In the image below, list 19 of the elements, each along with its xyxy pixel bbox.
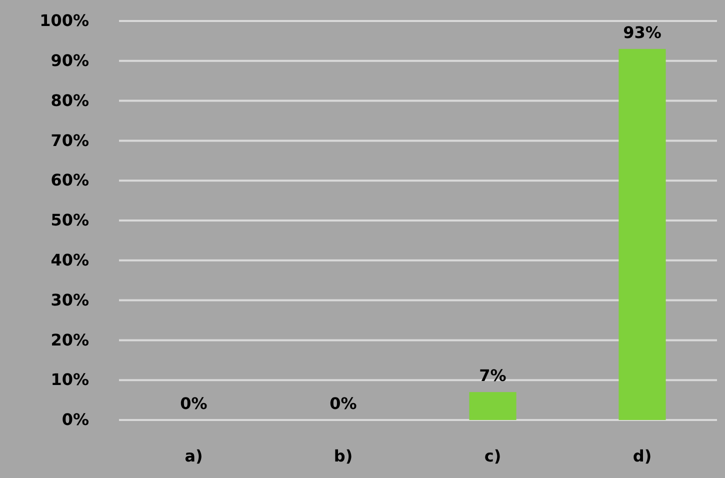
y-tick-label: 80%	[50, 90, 89, 110]
data-label: 93%	[623, 22, 662, 42]
y-tick-label: 50%	[50, 210, 89, 230]
x-tick-label: a)	[184, 446, 203, 466]
x-tick-label: b)	[334, 446, 353, 466]
y-tick-label: 40%	[50, 250, 89, 270]
y-tick-label: 0%	[62, 410, 89, 430]
y-tick-label: 20%	[50, 330, 89, 350]
y-tick-label: 60%	[50, 170, 89, 190]
x-tick-label: c)	[484, 446, 502, 466]
y-tick-label: 90%	[50, 51, 89, 70]
data-label: 7%	[479, 366, 506, 386]
y-tick-label: 70%	[50, 130, 89, 150]
y-tick-label: 10%	[50, 370, 89, 390]
x-tick-label: d)	[632, 446, 652, 466]
data-label: 0%	[180, 394, 208, 413]
data-label: 0%	[330, 394, 357, 413]
y-tick-label: 100%	[40, 11, 89, 30]
y-tick-label: 30%	[50, 290, 89, 310]
